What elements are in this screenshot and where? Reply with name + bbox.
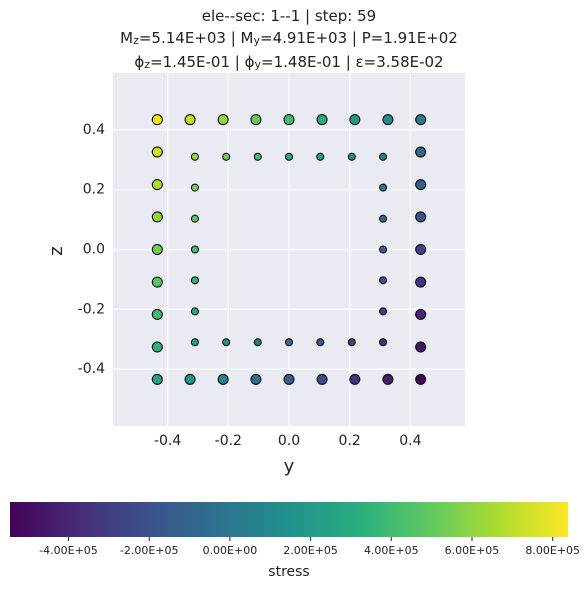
colorbar-tick-label: 4.00E+05 bbox=[364, 544, 419, 557]
colorbar-tick-label: 6.00E+05 bbox=[445, 544, 500, 557]
colorbar-tick-label: 2.00E+05 bbox=[283, 544, 338, 557]
point bbox=[151, 276, 163, 288]
point bbox=[415, 179, 427, 191]
point bbox=[415, 114, 427, 126]
point bbox=[285, 338, 293, 347]
point bbox=[190, 152, 199, 161]
x-tick-label: -0.4 bbox=[154, 433, 181, 449]
x-tick-label: 0.4 bbox=[399, 433, 421, 449]
title-part: =4.91E+03 | P=1.91E+02 bbox=[260, 29, 458, 47]
point bbox=[190, 214, 199, 223]
point bbox=[379, 183, 388, 192]
chart-title: ϕz=1.45E-01 | ϕy=1.48E-01 | ε=3.58E-02 bbox=[134, 53, 443, 71]
point bbox=[349, 373, 361, 385]
point bbox=[415, 373, 427, 385]
point bbox=[217, 114, 229, 126]
point bbox=[253, 338, 262, 347]
y-tick-label: 0.0 bbox=[83, 242, 105, 258]
point bbox=[379, 338, 388, 347]
point bbox=[250, 114, 262, 126]
point bbox=[415, 341, 427, 353]
x-tick-label: 0.2 bbox=[339, 433, 361, 449]
point bbox=[151, 114, 163, 126]
title-part: z bbox=[144, 58, 150, 71]
chart-title: ele--sec: 1--1 | step: 59 bbox=[202, 7, 376, 25]
point bbox=[379, 152, 388, 161]
point bbox=[382, 373, 394, 385]
y-tick-label: 0.2 bbox=[83, 182, 105, 198]
point bbox=[250, 373, 262, 385]
point bbox=[316, 373, 328, 385]
point bbox=[347, 152, 356, 161]
point bbox=[151, 211, 163, 223]
point bbox=[379, 245, 388, 254]
point bbox=[415, 146, 427, 158]
point bbox=[415, 276, 427, 288]
point bbox=[217, 373, 229, 385]
point bbox=[316, 338, 325, 347]
point bbox=[190, 307, 199, 316]
point bbox=[190, 183, 199, 192]
title-part: y bbox=[254, 34, 261, 47]
point bbox=[190, 245, 199, 254]
point bbox=[190, 338, 199, 347]
point bbox=[379, 307, 388, 316]
colorbar-tick-label: -2.00E+05 bbox=[120, 544, 179, 557]
point bbox=[190, 276, 199, 285]
point bbox=[379, 276, 388, 285]
point bbox=[382, 114, 394, 126]
chart-title: Mz=5.14E+03 | My=4.91E+03 | P=1.91E+02 bbox=[120, 29, 458, 47]
point bbox=[151, 146, 163, 158]
colorbar-label: stress bbox=[268, 564, 309, 580]
point bbox=[222, 152, 231, 161]
y-tick-label: -0.2 bbox=[78, 301, 105, 317]
point bbox=[349, 114, 361, 126]
x-axis-label: y bbox=[284, 456, 295, 477]
point bbox=[347, 338, 356, 347]
point bbox=[285, 152, 293, 161]
title-part: =1.48E-01 | ε=3.58E-02 bbox=[261, 53, 444, 71]
point bbox=[316, 152, 325, 161]
colorbar-tick-label: 8.00E+05 bbox=[525, 544, 580, 557]
point bbox=[184, 373, 196, 385]
point bbox=[283, 114, 295, 126]
point bbox=[253, 152, 262, 161]
point bbox=[151, 179, 163, 191]
colorbar-tick-label: -4.00E+05 bbox=[39, 544, 98, 557]
y-tick-label: -0.4 bbox=[78, 361, 105, 377]
point bbox=[415, 308, 427, 320]
point bbox=[222, 338, 231, 347]
title-part: y bbox=[255, 58, 262, 71]
point bbox=[283, 373, 295, 385]
title-part: =1.45E-01 | ϕ bbox=[150, 53, 255, 71]
colorbar-tick-label: 0.00E+00 bbox=[203, 544, 258, 557]
point bbox=[151, 341, 163, 353]
title-part: =5.14E+03 | M bbox=[139, 29, 254, 47]
point bbox=[415, 244, 427, 255]
colorbar bbox=[10, 502, 568, 537]
y-axis-label: z bbox=[46, 246, 67, 255]
title-part: ϕ bbox=[134, 53, 144, 71]
title-part: M bbox=[120, 29, 133, 47]
x-tick-label: -0.2 bbox=[215, 433, 242, 449]
title-part: ele--sec: 1--1 | step: 59 bbox=[202, 7, 376, 25]
point bbox=[151, 308, 163, 320]
point bbox=[151, 244, 163, 255]
x-tick-label: 0.0 bbox=[278, 433, 300, 449]
title-part: z bbox=[133, 34, 139, 47]
y-tick-label: 0.4 bbox=[83, 122, 105, 138]
point bbox=[415, 211, 427, 223]
point bbox=[316, 114, 328, 126]
point bbox=[151, 373, 163, 385]
point bbox=[379, 214, 388, 223]
point bbox=[184, 114, 196, 126]
